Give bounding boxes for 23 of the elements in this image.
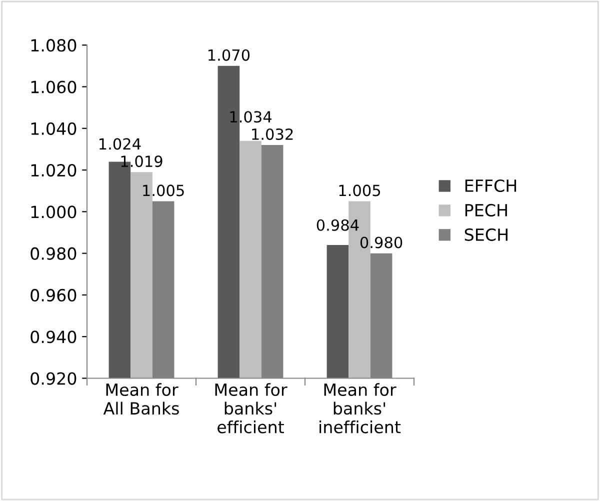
text: 0.980 [360, 236, 402, 248]
y-tick-label: 0.940 [30, 330, 76, 344]
y-tick-label: 1.060 [31, 80, 76, 94]
text: 1.005 [143, 184, 184, 196]
y-tick-label: 0.920 [30, 372, 76, 385]
legend-label: EFFCH [465, 179, 516, 192]
text: 1.019 [121, 156, 162, 168]
y-tick-label: 1.020 [31, 164, 76, 177]
y-tick-label: 0.980 [30, 247, 76, 260]
y-tick-label: 1.040 [31, 122, 76, 135]
y-tick-label: 0.960 [30, 288, 76, 302]
x-tick-label: Mean for All Banks [103, 383, 179, 415]
text: 1.005 [339, 184, 380, 196]
y-tick-label: 1.080 [31, 39, 76, 52]
text: 1.070 [208, 49, 250, 61]
legend-label: SECH [464, 228, 508, 241]
x-tick-label: Mean for banks' efficient [215, 383, 288, 434]
x-tick-label: Mean for banks' inefficient [320, 383, 401, 434]
text: 1.024 [100, 138, 141, 150]
legend-label: PECH [465, 204, 507, 217]
text: 0.984 [316, 219, 359, 231]
y-tick-label: 1.000 [31, 206, 76, 218]
text: 1.032 [252, 128, 293, 140]
